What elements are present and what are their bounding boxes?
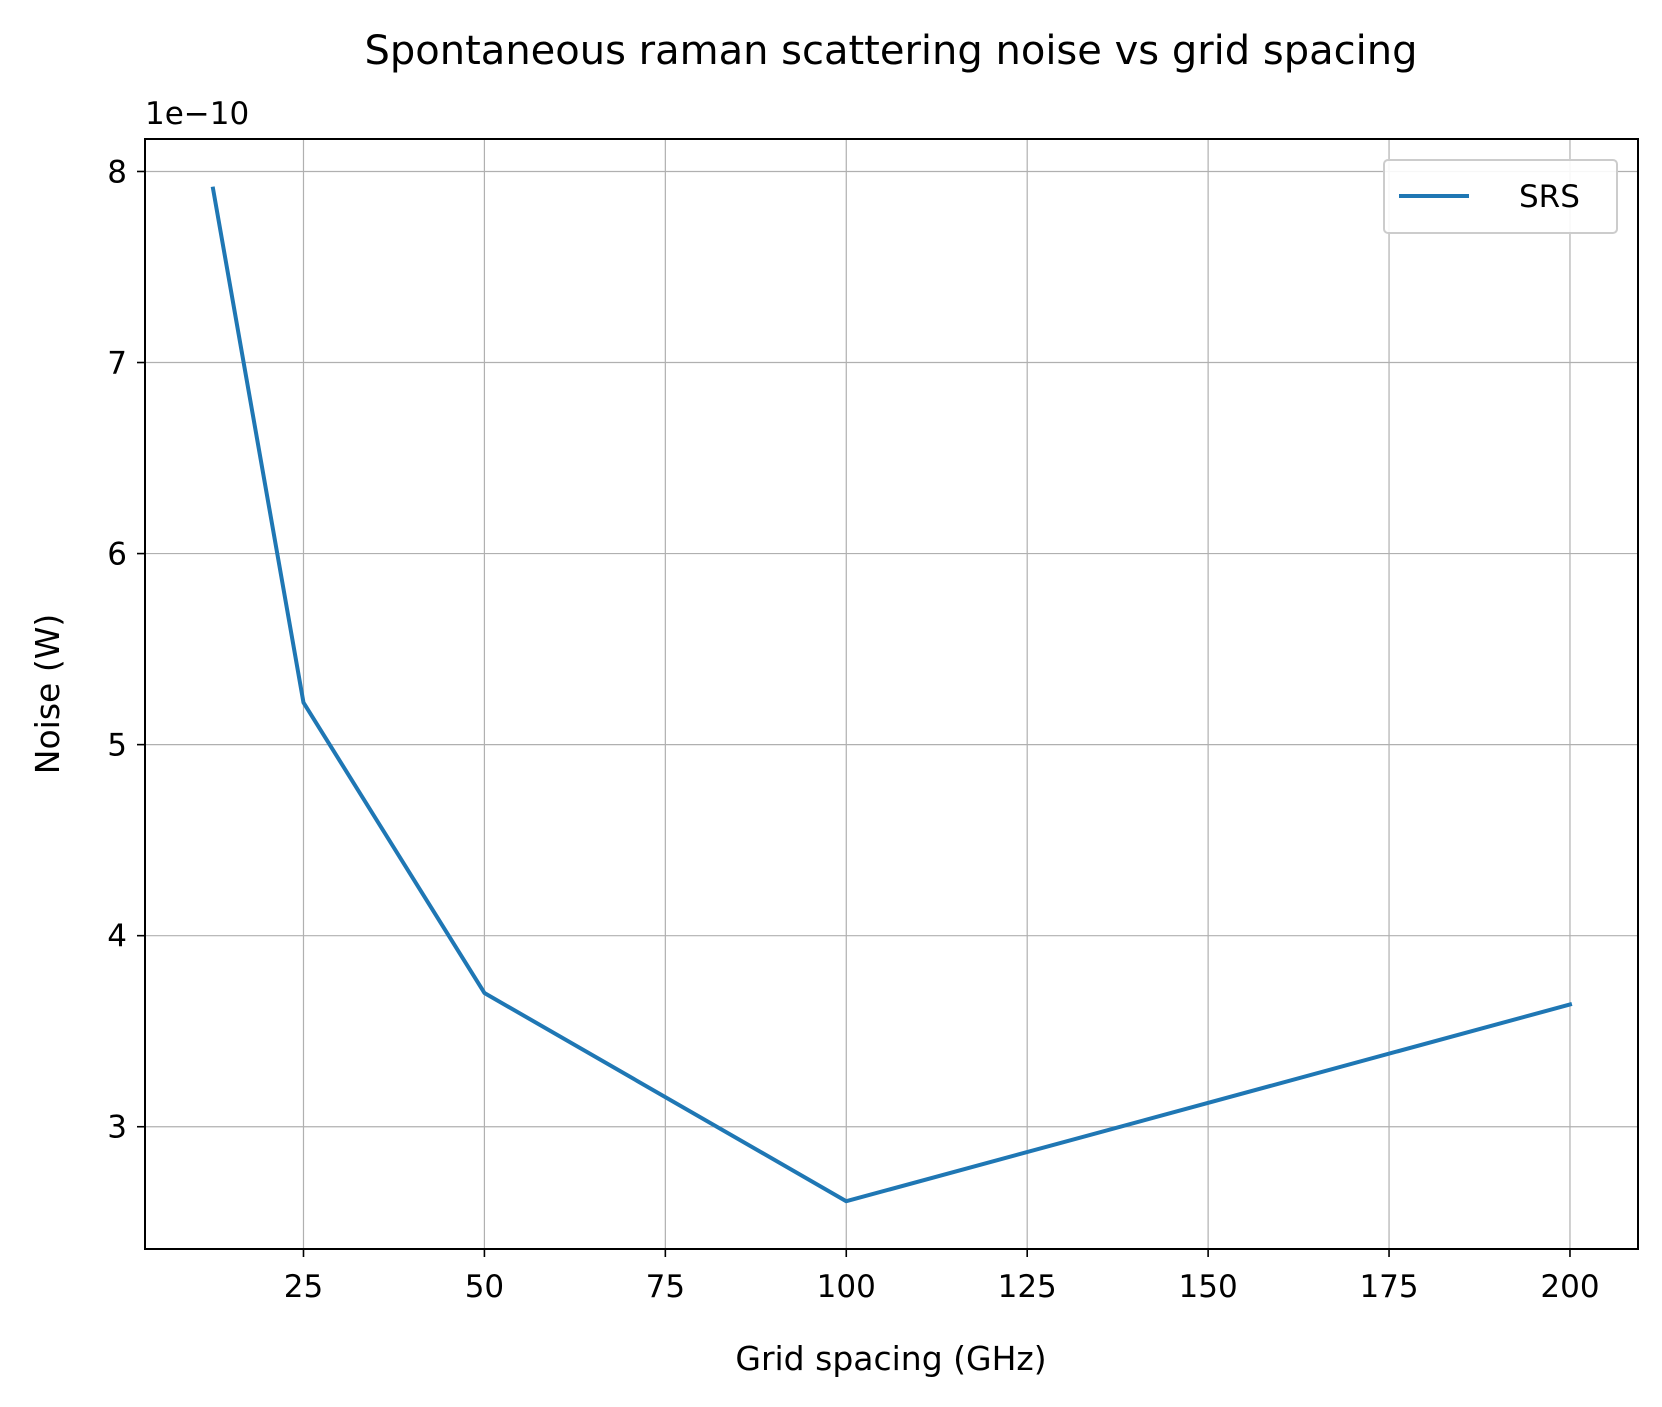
y-tick-label: 5 xyxy=(107,728,127,764)
y-tick-label: 4 xyxy=(107,919,127,955)
x-axis-label: Grid spacing (GHz) xyxy=(735,1339,1046,1378)
y-tick-label: 8 xyxy=(107,154,127,190)
legend-srs-label: SRS xyxy=(1519,179,1580,215)
y-tick-label: 7 xyxy=(107,346,127,382)
legend: SRS xyxy=(1383,159,1618,234)
x-tick-label: 25 xyxy=(284,1269,323,1305)
y-axis-label: Noise (W) xyxy=(28,614,67,774)
x-tick-label: 200 xyxy=(1540,1269,1599,1305)
y-axis-offset-label: 1e−10 xyxy=(145,96,249,132)
legend-box xyxy=(1383,159,1618,234)
x-tick-label: 75 xyxy=(646,1269,685,1305)
x-tick-label: 150 xyxy=(1179,1269,1238,1305)
y-tick-label: 3 xyxy=(107,1110,127,1146)
plot-frame xyxy=(144,138,1639,1250)
series-lines xyxy=(210,186,1573,1204)
x-tick-label: 175 xyxy=(1359,1269,1418,1305)
x-tick-label: 50 xyxy=(465,1269,504,1305)
x-tick-label: 125 xyxy=(998,1269,1057,1305)
y-tick-label: 6 xyxy=(107,537,127,573)
grid-lines xyxy=(145,139,1638,1249)
axis-ticks: 25 50 75 100 125 150 175 200 3 4 5 6 7 8 xyxy=(107,154,1599,1305)
x-tick-label: 100 xyxy=(817,1269,876,1305)
chart-title: Spontaneous raman scattering noise vs gr… xyxy=(365,28,1418,74)
